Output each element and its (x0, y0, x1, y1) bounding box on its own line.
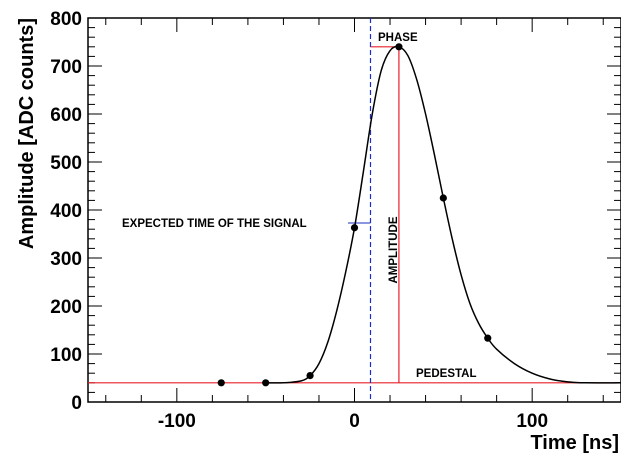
y-tick-labels: 0 100 200 300 400 500 600 700 800 (50, 9, 82, 414)
y-tick-label: 100 (50, 345, 82, 366)
y-tick-label: 0 (71, 393, 82, 414)
tick-marks (88, 17, 621, 403)
x-tick-label: 100 (516, 411, 548, 432)
y-tick-label: 600 (50, 105, 82, 126)
sample-point (350, 224, 359, 232)
y-tick-label: 700 (50, 57, 82, 78)
y-tick-label: 300 (50, 249, 82, 270)
y-tick-label: 500 (50, 153, 82, 174)
x-tick-label: -100 (158, 411, 196, 432)
sample-point (484, 334, 492, 342)
y-tick-label: 400 (50, 201, 82, 222)
sample-point (395, 43, 403, 51)
sample-point (217, 379, 225, 387)
data-points (217, 43, 492, 387)
phase-label: PHASE (378, 32, 418, 44)
sample-point (306, 372, 314, 380)
expected-time-label: EXPECTED TIME OF THE SIGNAL (122, 218, 307, 230)
fit-curve (265, 45, 621, 384)
reference-lines (88, 18, 621, 402)
y-tick-label: 800 (50, 9, 82, 30)
plot-frame (87, 17, 621, 403)
pedestal-label: PEDESTAL (416, 368, 477, 380)
y-axis-title: Amplitude [ADC counts] (16, 18, 38, 249)
y-tick-label: 200 (50, 297, 82, 318)
x-tick-labels: -100 0 100 (158, 411, 548, 432)
x-axis-title: Time [ns] (530, 432, 619, 454)
sample-point (439, 194, 447, 202)
amplitude-label: AMPLITUDE (388, 216, 400, 283)
fit-curve-group (265, 45, 621, 384)
sample-point (262, 379, 270, 387)
x-tick-label: 0 (349, 411, 360, 432)
